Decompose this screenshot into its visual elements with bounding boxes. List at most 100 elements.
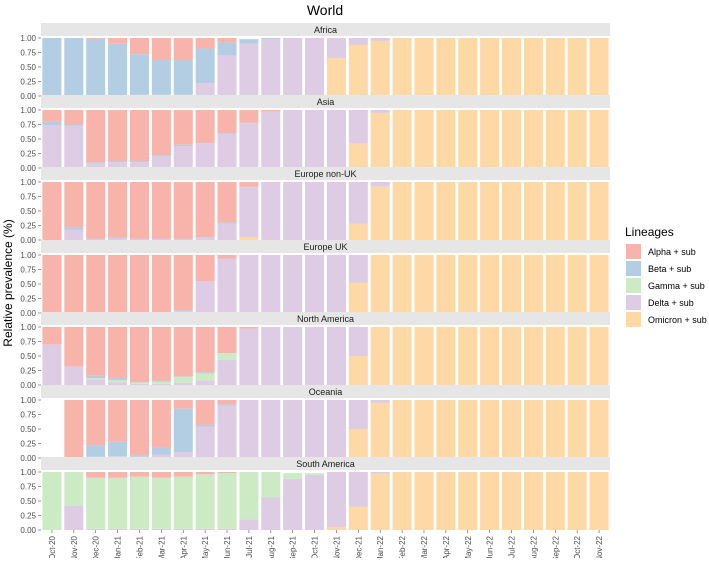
bar-delta-Feb-21: [129, 383, 150, 385]
bar-delta-Nov-20: [64, 505, 84, 530]
facet-label: Asia: [317, 97, 335, 107]
chart-title: World: [307, 2, 343, 18]
x-tick-label: Oct-21: [311, 535, 320, 558]
bar-gamma-Nov-20: [64, 472, 84, 506]
legend-label-beta: Beta + sub: [648, 264, 691, 274]
y-tick-label: 0.25: [20, 512, 36, 521]
legend: Lineages Alpha + sub Beta + sub Gamma + su…: [625, 225, 707, 327]
bar-gamma-Aug-21: [261, 472, 281, 498]
y-tick-label: 0.75: [20, 121, 36, 130]
bar-delta-Sep-21: [283, 327, 303, 385]
panel-europe-uk: Europe UK 0.00 0.25 0.50 0.75 1.00: [20, 240, 610, 318]
bar-omicron-Aug-22: [523, 38, 543, 96]
x-tick-label: Jun-21: [223, 535, 232, 558]
bar-omicron-May-22: [458, 182, 478, 240]
bar-alpha-Jun-21: [217, 38, 237, 43]
bar-alpha-Dec-20: [86, 182, 106, 239]
bar-delta-Mar-21: [151, 239, 171, 240]
bar-delta-Nov-20: [64, 366, 84, 385]
y-tick-label: 0.50: [20, 352, 36, 361]
bar-delta-Jun-21: [217, 134, 237, 168]
bar-delta-Jun-21: [217, 528, 237, 530]
bar-delta-Jun-21: [217, 405, 237, 458]
bar-omicron-Dec-21: [348, 223, 368, 240]
y-tick-label: 0.25: [20, 150, 36, 159]
bar-beta-Apr-21: [173, 408, 193, 453]
bar-beta-Oct-20: [42, 38, 62, 96]
bar-omicron-Dec-21: [348, 143, 368, 168]
y-tick-label: 0.25: [20, 78, 36, 87]
x-tick-label: Jul-22: [508, 535, 517, 557]
bar-alpha-May-21: [195, 400, 215, 425]
facet-label: North America: [297, 314, 354, 324]
bar-gamma-Jun-21: [217, 473, 237, 529]
bar-omicron-Sep-22: [545, 182, 565, 240]
bar-beta-May-21: [195, 48, 215, 84]
bar-alpha-Jun-21: [217, 255, 237, 259]
y-tick-label: 0.50: [20, 425, 36, 434]
bar-beta-Aug-21: [261, 38, 281, 40]
bar-beta-Feb-21: [129, 238, 150, 240]
bar-gamma-Apr-21: [173, 476, 193, 529]
bar-delta-Jan-21: [108, 528, 128, 530]
x-tick-label: May-22: [464, 535, 473, 558]
x-tick-label: Jul-21: [245, 535, 254, 557]
bar-alpha-Dec-20: [86, 472, 106, 478]
x-tick-label: Oct-22: [573, 535, 582, 558]
bar-gamma-Feb-21: [129, 476, 150, 529]
bar-omicron-Feb-22: [392, 110, 412, 168]
bar-delta-Jul-21: [239, 255, 259, 313]
facet-strip: [41, 23, 610, 36]
bar-alpha-Mar-21: [151, 182, 171, 239]
bar-beta-Jan-21: [108, 441, 128, 457]
bar-alpha-Dec-20: [86, 327, 106, 376]
bar-alpha-Oct-20: [42, 327, 62, 345]
bar-omicron-Nov-22: [589, 110, 609, 168]
panel-north-america: North America 0.00 0.25 0.50 0.75 1.00: [20, 312, 610, 390]
y-tick-label: 0.00: [20, 309, 36, 318]
bar-gamma-Jan-21: [108, 380, 128, 383]
bar-delta-Dec-20: [86, 239, 106, 240]
y-tick-label: 0.00: [20, 454, 36, 463]
y-tick-label: 0.00: [20, 236, 36, 245]
bar-gamma-Jul-21: [239, 472, 259, 520]
bar-alpha-Jan-21: [108, 110, 128, 162]
bar-beta-Nov-20: [64, 124, 84, 126]
bar-omicron-Apr-22: [436, 400, 456, 458]
bar-beta-Nov-20: [64, 227, 84, 230]
bar-alpha-Dec-20: [86, 38, 106, 40]
legend-swatch-omicron: [626, 312, 641, 327]
bar-omicron-Mar-22: [414, 400, 434, 458]
bar-alpha-Mar-21: [151, 110, 171, 156]
bar-alpha-Nov-20: [64, 400, 84, 458]
bar-delta-Dec-21: [348, 472, 368, 507]
y-tick-label: 0.50: [20, 280, 36, 289]
x-tick-label: Dec-20: [92, 535, 101, 558]
bar-alpha-Apr-21: [173, 110, 193, 145]
bar-delta-Aug-21: [261, 255, 281, 313]
bar-beta-Jun-21: [217, 133, 237, 135]
bar-delta-Aug-21: [261, 327, 281, 385]
bar-gamma-Apr-21: [173, 376, 193, 383]
bar-alpha-Mar-21: [151, 472, 171, 478]
bar-alpha-Oct-20: [42, 182, 62, 240]
bar-beta-Feb-21: [129, 382, 150, 383]
bar-omicron-Oct-22: [567, 400, 587, 458]
y-tick-label: 0.75: [20, 411, 36, 420]
bar-gamma-Jun-21: [217, 353, 237, 361]
legend-swatch-beta: [626, 261, 641, 276]
bar-alpha-Feb-21: [129, 472, 150, 477]
panel-south-america: South America 0.00 0.25 0.50 0.75 1.00: [20, 457, 610, 535]
bar-delta-Dec-21: [348, 327, 368, 356]
bar-omicron-Nov-22: [589, 472, 609, 530]
y-tick-label: 0.75: [20, 193, 36, 202]
bar-alpha-Jan-21: [108, 327, 128, 379]
facet-label: Oceania: [309, 387, 343, 397]
bar-alpha-Dec-20: [86, 110, 106, 163]
panel-asia: Asia 0.00 0.25 0.50 0.75 1.00: [20, 95, 610, 173]
bar-delta-Aug-21: [261, 497, 281, 530]
bar-omicron-Mar-22: [414, 472, 434, 530]
bar-omicron-Jan-22: [370, 327, 390, 385]
bar-omicron-May-22: [458, 327, 478, 385]
bar-delta-Oct-21: [305, 327, 325, 385]
